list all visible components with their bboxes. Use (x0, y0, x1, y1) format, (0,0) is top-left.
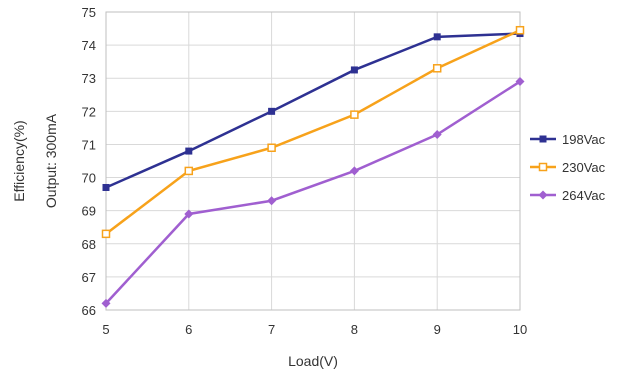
data-point (185, 147, 193, 155)
data-point (101, 298, 111, 308)
data-point (349, 166, 359, 176)
y-tick-label: 72 (82, 104, 96, 119)
series-264Vac (101, 77, 525, 308)
data-point (432, 64, 442, 73)
y-tick-label: 69 (82, 204, 96, 219)
legend-item: 264Vac (530, 188, 606, 203)
series-line (105, 29, 521, 235)
x-tick-label: 10 (513, 322, 527, 337)
x-tick-label: 8 (351, 322, 358, 337)
plot-frame (105, 11, 521, 311)
legend-label: 264Vac (562, 188, 606, 203)
x-tick-label: 5 (102, 322, 109, 337)
data-point (184, 209, 194, 219)
y-axis-ticks: 66 67 68 69 70 71 72 73 74 75 (82, 5, 96, 318)
legend-marker (538, 190, 548, 200)
data-point (433, 33, 441, 41)
legend-marker (538, 162, 548, 172)
x-tick-label: 6 (185, 322, 192, 337)
x-axis-label: Load(V) (288, 353, 338, 369)
legend-label: 198Vac (562, 132, 606, 147)
x-axis-ticks: 5 6 7 8 9 10 (102, 322, 527, 337)
legend: 198Vac 230Vac 264Vac (530, 132, 606, 203)
y-tick-label: 70 (82, 171, 96, 186)
data-point (267, 196, 277, 206)
data-point (102, 183, 110, 191)
y-tick-label: 67 (82, 270, 96, 285)
series-230Vac (101, 25, 525, 239)
y-tick-label: 74 (82, 38, 96, 53)
data-point (268, 107, 276, 115)
data-point (350, 110, 359, 119)
x-tick-label: 9 (434, 322, 441, 337)
y-tick-label: 73 (82, 71, 96, 86)
data-point (267, 143, 276, 153)
legend-marker (539, 135, 547, 143)
series-line (105, 80, 521, 305)
y-axis-sublabel: Output: 300mA (43, 113, 59, 208)
data-point (432, 130, 442, 140)
y-axis-label: Efficiency(%) (11, 120, 27, 201)
data-point (350, 66, 358, 74)
x-tick-label: 7 (268, 322, 275, 337)
series-group (101, 25, 525, 308)
y-tick-label: 66 (82, 303, 96, 318)
y-tick-label: 68 (82, 237, 96, 252)
legend-item: 230Vac (530, 160, 606, 175)
y-tick-label: 71 (82, 137, 96, 152)
data-point (101, 229, 111, 239)
data-point (515, 77, 525, 87)
y-tick-label: 75 (82, 5, 96, 20)
plot-border (105, 11, 521, 311)
series-line (105, 32, 521, 189)
legend-item: 198Vac (530, 132, 606, 147)
data-point (184, 166, 194, 176)
legend-label: 230Vac (562, 160, 606, 175)
data-point (515, 25, 525, 35)
